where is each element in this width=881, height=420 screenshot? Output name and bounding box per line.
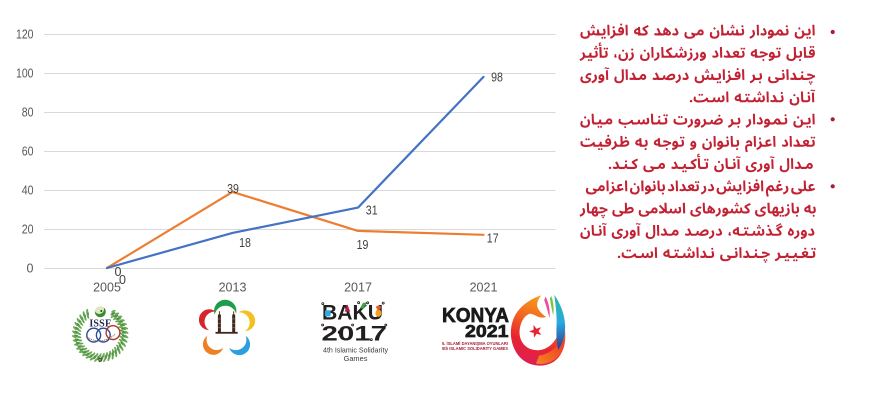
svg-text:60: 60 [22, 144, 34, 158]
svg-text:5. İSLAMİ DAYANIŞMA OYUNLARI: 5. İSLAMİ DAYANIŞMA OYUNLARI [442, 341, 508, 346]
svg-text:80: 80 [22, 105, 34, 119]
svg-text:18: 18 [239, 236, 251, 250]
svg-text:Games: Games [344, 354, 368, 363]
svg-text:31: 31 [366, 203, 378, 217]
svg-text:KONYA: KONYA [442, 304, 509, 327]
svg-text:0: 0 [27, 261, 34, 275]
svg-text:2021: 2021 [465, 321, 509, 341]
svg-text:2021: 2021 [470, 281, 498, 295]
svg-text:2017: 2017 [344, 281, 372, 295]
svg-text:100: 100 [16, 66, 34, 80]
svg-text:120: 120 [16, 27, 34, 41]
svg-text:20: 20 [22, 222, 34, 236]
svg-text:2017: 2017 [322, 322, 388, 346]
svg-text:39: 39 [227, 182, 239, 196]
svg-text:ISSF: ISSF [89, 319, 111, 330]
svg-text:17: 17 [487, 231, 499, 245]
svg-text:98: 98 [491, 70, 503, 84]
svg-text:5th ISLAMIC SOLIDARITY GAMES: 5th ISLAMIC SOLIDARITY GAMES [442, 346, 508, 351]
svg-text:2005: 2005 [93, 281, 121, 295]
svg-text:0: 0 [115, 265, 122, 279]
svg-text:4th Islamic Solidarity: 4th Islamic Solidarity [323, 346, 388, 355]
svg-text:2013: 2013 [219, 281, 247, 295]
svg-text:19: 19 [357, 238, 369, 252]
svg-text:0: 0 [119, 273, 126, 287]
svg-text:40: 40 [22, 183, 34, 197]
svg-text:BAKU: BAKU [322, 301, 383, 324]
